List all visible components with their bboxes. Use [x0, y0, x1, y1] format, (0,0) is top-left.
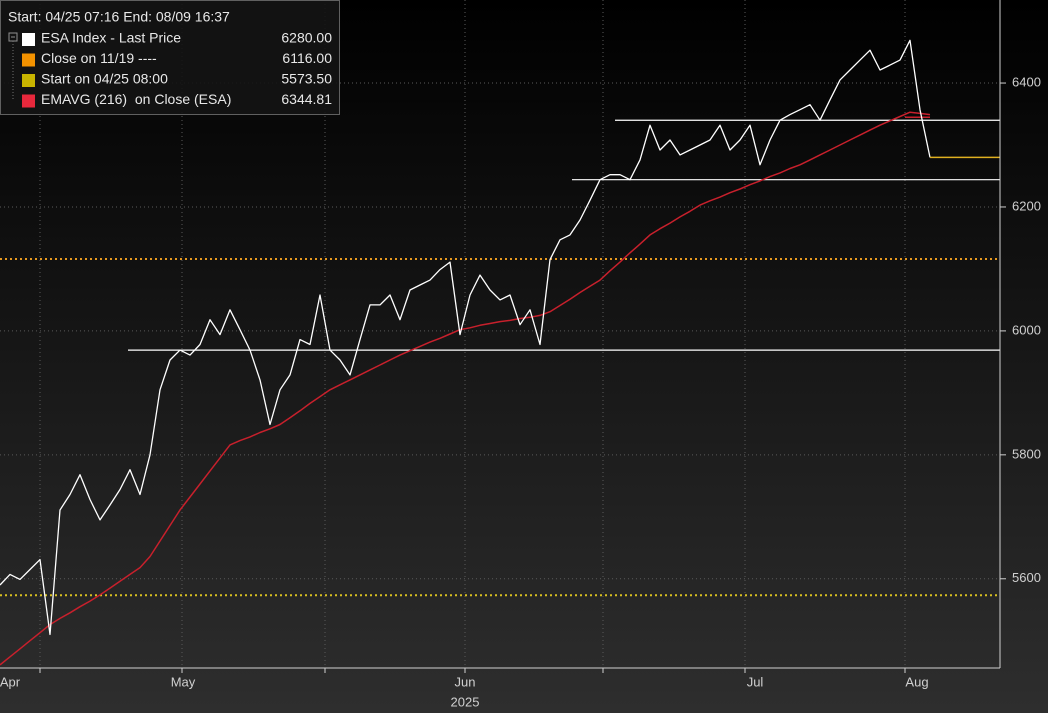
- legend-label: Close on 11/19 ----: [41, 50, 157, 66]
- legend-swatch: [22, 33, 35, 46]
- price-line: [0, 39, 931, 636]
- plot-area: [0, 0, 1000, 668]
- ema-line: [0, 111, 931, 666]
- x-year-label: 2025: [451, 694, 480, 709]
- x-tick-label: Apr: [0, 674, 21, 689]
- y-tick-label: 5800: [1012, 446, 1041, 461]
- legend-label: ESA Index - Last Price: [41, 30, 181, 46]
- legend-value: 6116.00: [282, 50, 332, 66]
- y-tick-label: 5600: [1012, 570, 1041, 585]
- x-tick-label: Jul: [747, 674, 764, 689]
- y-tick-label: 6400: [1012, 74, 1041, 89]
- x-tick-label: May: [171, 674, 196, 689]
- legend-swatch: [22, 53, 35, 67]
- x-tick-label: Jun: [455, 674, 476, 689]
- legend: Start: 04/25 07:16 End: 08/09 16:37 ESA …: [0, 0, 340, 115]
- y-tick-label: 6000: [1012, 322, 1041, 337]
- x-tick-label: Aug: [905, 674, 928, 689]
- legend-value: 6344.81: [281, 91, 332, 107]
- legend-label: EMAVG (216) on Close (ESA): [41, 91, 231, 107]
- legend-box: [0, 0, 340, 115]
- legend-swatch: [22, 94, 35, 108]
- chart-title: Start: 04/25 07:16 End: 08/09 16:37: [8, 9, 230, 25]
- legend-value: 6280.00: [281, 30, 332, 46]
- y-tick-label: 6200: [1012, 198, 1041, 213]
- legend-value: 5573.50: [281, 71, 332, 87]
- legend-label: Start on 04/25 08:00: [41, 71, 168, 87]
- legend-swatch: [22, 74, 35, 87]
